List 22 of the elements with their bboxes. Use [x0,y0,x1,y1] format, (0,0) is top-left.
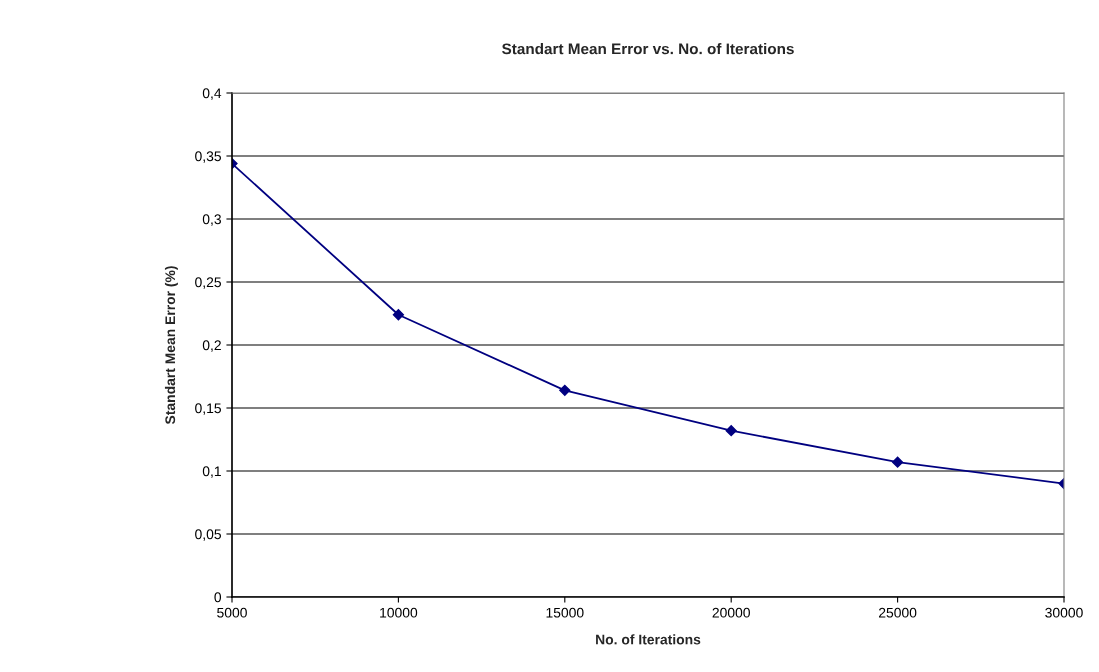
y-tick-label: 0,4 [202,88,222,100]
x-tick-label: 10000 [380,607,418,618]
point [559,384,571,396]
y-tick-label: 0,25 [195,277,221,289]
y-tick-label: 0,15 [195,403,221,415]
x-axis-title: No. of Iterations [596,634,701,645]
y-tick-label: 0,35 [195,151,221,163]
y-tick-label: 0,3 [202,214,221,226]
y-tick-label: 0,2 [202,340,221,352]
x-tick-label: 20000 [712,607,750,618]
point [891,456,904,468]
y-tick-label: 0,1 [202,466,221,478]
y-axis-title: Standart Mean Error (%) [164,266,178,425]
x-tick-label: 15000 [546,607,584,618]
x-tick-label: 30000 [1045,607,1083,618]
x-tick-label: 25000 [878,607,917,618]
chart-title: Standart Mean Error vs. No. of Iterations [502,43,794,55]
point [725,425,737,437]
y-tick-label: 0,05 [195,529,221,541]
point [392,309,405,321]
x-tick-label: 5000 [217,607,247,618]
y-tick-label: 0 [214,592,222,603]
